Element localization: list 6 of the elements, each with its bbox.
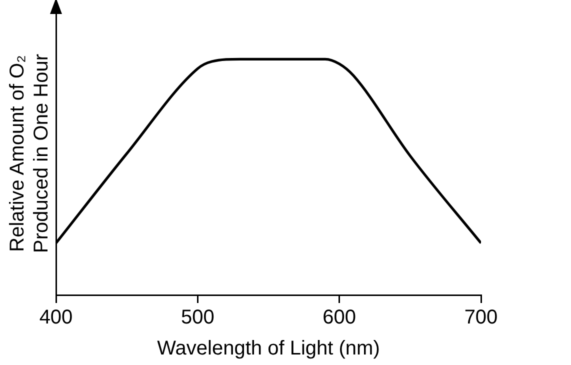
x-tick-label: 500 (180, 306, 214, 329)
x-tick-label: 700 (464, 306, 498, 329)
x-tick-label: 400 (39, 306, 73, 329)
x-axis-title: Wavelength of Light (nm) (157, 338, 380, 360)
x-tick-label: 600 (322, 306, 356, 329)
y-axis-title: Relative Amount of O₂ Produced in One Hour (6, 54, 53, 254)
